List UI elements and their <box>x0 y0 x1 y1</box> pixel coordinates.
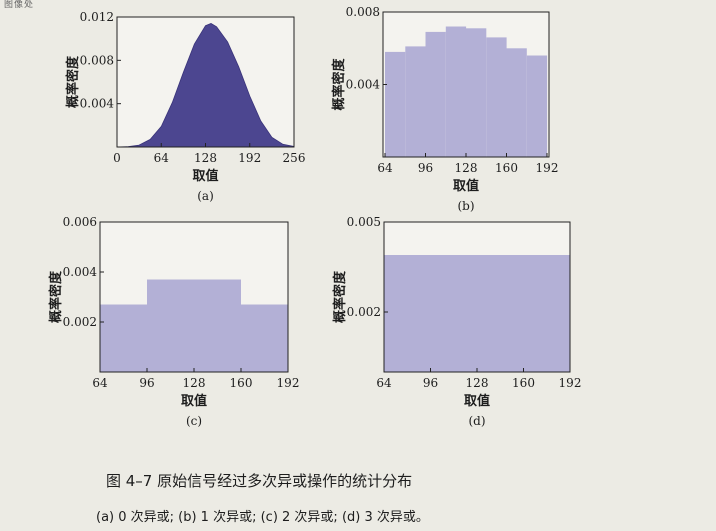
x-tick-label-c-4: 192 <box>277 376 300 390</box>
x-tick-label-a-0: 0 <box>113 151 121 165</box>
y-tick-label-c-0: 0.002 <box>63 315 97 329</box>
x-tick-label-b-0: 64 <box>377 161 393 175</box>
x-tick-label-b-3: 160 <box>495 161 518 175</box>
y-tick-label-d-0: 0.002 <box>347 305 381 319</box>
figure-caption-subtitle: (a) 0 次异或; (b) 1 次异或; (c) 2 次异或; (d) 3 次… <box>96 510 429 525</box>
x-tick-label-d-1: 96 <box>423 376 438 390</box>
figure-caption-title: 图 4–7 原始信号经过多次异或操作的统计分布 <box>106 472 413 490</box>
y-axis-title-d: 概率密度 <box>332 270 348 323</box>
histogram-bar-b-7 <box>526 55 548 157</box>
x-tick-label-d-3: 160 <box>512 376 535 390</box>
histogram-bar-b-4 <box>466 28 487 157</box>
x-axis-title-c: 取值 <box>181 393 207 409</box>
y-axis-title-c: 概率密度 <box>48 270 64 323</box>
x-tick-label-a-4: 256 <box>283 151 306 165</box>
histogram-bar-c-2 <box>241 304 288 372</box>
x-tick-label-c-1: 96 <box>139 376 154 390</box>
y-tick-label-a-2: 0.012 <box>80 10 114 24</box>
y-tick-label-c-2: 0.006 <box>63 215 97 229</box>
x-tick-label-a-2: 128 <box>194 151 217 165</box>
x-tick-label-a-3: 192 <box>238 151 261 165</box>
x-tick-label-c-2: 128 <box>183 376 206 390</box>
x-tick-label-d-2: 128 <box>466 376 489 390</box>
x-axis-title-b: 取值 <box>453 178 479 194</box>
histogram-bar-b-1 <box>405 46 426 157</box>
y-tick-label-a-0: 0.004 <box>80 97 115 111</box>
y-tick-label-b-1: 0.008 <box>346 5 380 19</box>
x-axis-title-a: 取值 <box>192 168 218 184</box>
panel-label-d: (d) <box>468 414 485 428</box>
y-tick-label-b-0: 0.004 <box>346 78 381 92</box>
y-axis-title-b: 概率密度 <box>331 58 347 111</box>
histogram-bar-b-5 <box>486 37 507 157</box>
y-tick-label-a-1: 0.008 <box>80 53 114 67</box>
x-tick-label-d-4: 192 <box>559 376 582 390</box>
panel-label-b: (b) <box>457 199 474 213</box>
y-tick-label-d-1: 0.005 <box>347 215 381 229</box>
x-tick-label-c-0: 64 <box>92 376 108 390</box>
x-tick-label-c-3: 160 <box>230 376 253 390</box>
histogram-bar-c-1 <box>147 279 241 372</box>
density-area-a <box>116 23 295 148</box>
histogram-bar-b-0 <box>385 51 406 157</box>
x-axis-title-d: 取值 <box>464 393 490 409</box>
x-tick-label-b-1: 96 <box>418 161 433 175</box>
panel-label-c: (c) <box>186 414 202 428</box>
panel-label-a: (a) <box>197 189 214 203</box>
x-tick-label-b-2: 128 <box>455 161 478 175</box>
x-tick-label-b-4: 192 <box>536 161 559 175</box>
histogram-bar-b-3 <box>445 26 467 157</box>
x-tick-label-d-0: 64 <box>376 376 392 390</box>
histogram-bar-b-2 <box>425 31 446 157</box>
histogram-bar-d-0 <box>384 255 570 372</box>
y-tick-label-c-1: 0.004 <box>63 265 98 279</box>
x-tick-label-a-1: 64 <box>154 151 170 165</box>
y-axis-title-a: 概率密度 <box>65 55 81 108</box>
histogram-bar-b-6 <box>506 48 527 158</box>
histogram-bar-c-0 <box>100 304 147 372</box>
page-header: 图像处 <box>4 0 35 10</box>
